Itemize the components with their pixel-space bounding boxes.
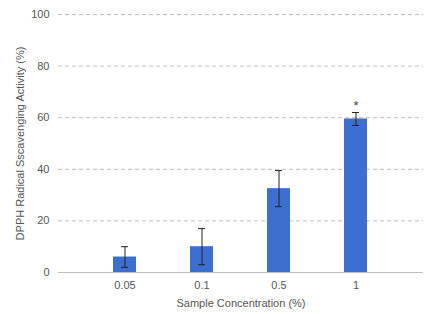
svg-text:DPPH Radical Sscavenging Activ: DPPH Radical Sscavenging Activity (%) — [14, 47, 26, 241]
svg-text:0.1: 0.1 — [194, 279, 209, 291]
svg-text:80: 80 — [37, 60, 49, 72]
svg-text:0: 0 — [43, 266, 49, 278]
svg-text:0.05: 0.05 — [114, 279, 135, 291]
svg-text:*: * — [353, 98, 358, 113]
svg-text:60: 60 — [37, 111, 49, 123]
svg-text:0.5: 0.5 — [271, 279, 286, 291]
svg-text:100: 100 — [31, 8, 49, 20]
svg-text:40: 40 — [37, 163, 49, 175]
svg-text:1: 1 — [353, 279, 359, 291]
svg-text:Sample Concentration (%): Sample Concentration (%) — [176, 297, 305, 309]
svg-text:20: 20 — [37, 214, 49, 226]
